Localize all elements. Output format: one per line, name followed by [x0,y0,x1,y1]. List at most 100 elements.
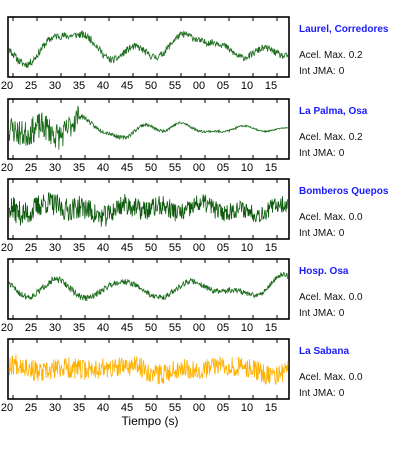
plot-frame [7,98,290,160]
jma-intensity-value: 0 [338,308,345,319]
x-tick-label: 00 [193,80,205,92]
x-tick-label: 45 [121,162,133,174]
x-tick-label: 50 [145,402,157,414]
x-tick-label: 10 [241,80,253,92]
jma-intensity-value: 0 [338,388,345,399]
x-tick-label: 40 [97,242,109,254]
x-tick-label: 10 [241,162,253,174]
jma-intensity: Int JMA: 0 [299,228,347,239]
max-acceleration: Acel. Max. 0.0 [299,292,366,303]
plot-frame [7,178,290,240]
plot-frame [7,258,290,320]
x-tick-label: 05 [217,80,229,92]
x-tick-label: 25 [25,402,37,414]
plot-frame [7,338,290,400]
station-name: La Sabana [299,346,350,357]
station-name: Hosp. Osa [299,266,349,277]
x-tick-label: 00 [193,322,205,334]
x-axis-label: Tiempo (s) [121,414,179,428]
x-tick-label: 25 [25,162,37,174]
jma-intensity: Int JMA: 0 [299,66,347,77]
x-tick-label: 55 [169,322,181,334]
x-tick-label: 45 [121,80,133,92]
x-tick-label: 50 [145,242,157,254]
jma-intensity: Int JMA: 0 [299,148,347,159]
max-acceleration: Acel. Max. 0.2 [299,50,366,61]
x-tick-label: 05 [217,242,229,254]
station-name: Bomberos Quepos [299,186,389,197]
max-acceleration: Acel. Max. 0.0 [299,212,366,223]
max-acceleration-value: 0.0 [348,292,363,303]
jma-intensity-label: Int JMA: [299,388,336,399]
jma-intensity-label: Int JMA: [299,148,336,159]
x-tick-label: 35 [73,322,85,334]
x-tick-label: 35 [73,80,85,92]
jma-intensity-label: Int JMA: [299,228,336,239]
x-tick-label: 50 [145,162,157,174]
max-acceleration-label: Acel. Max. [299,292,346,303]
max-acceleration-value: 0.2 [348,50,363,61]
max-acceleration-label: Acel. Max. [299,372,346,383]
x-tick-label: 20 [1,162,13,174]
x-tick-label: 20 [1,80,13,92]
x-tick-label: 50 [145,80,157,92]
seismogram-panel: 20 25 30 35 40 45 50 55 00 05 10 15 Hosp. Osa Acel. M… [0,258,410,338]
x-tick-label: 15 [265,402,277,414]
x-tick-label: 45 [121,402,133,414]
jma-intensity-value: 0 [338,228,345,239]
x-tick-label: 15 [265,80,277,92]
jma-intensity-value: 0 [338,148,345,159]
x-tick-label: 45 [121,322,133,334]
max-acceleration-value: 0.2 [348,132,363,143]
x-tick-label: 35 [73,402,85,414]
x-tick-label: 40 [97,402,109,414]
max-acceleration-label: Acel. Max. [299,132,346,143]
seismogram-plot: 20 25 30 35 40 45 50 55 00 05 10 15 [1,16,290,92]
x-tick-label: 35 [73,162,85,174]
x-tick-label: 30 [49,322,61,334]
max-acceleration-label: Acel. Max. [299,50,346,61]
station-name: La Palma, Osa [299,106,368,117]
x-tick-label: 05 [217,322,229,334]
x-tick-label: 25 [25,80,37,92]
x-tick-label: 20 [1,242,13,254]
seismogram-plot: 20 25 30 35 40 45 50 55 00 05 10 15 [1,98,290,174]
max-acceleration: Acel. Max. 0.0 [299,372,366,383]
seismogram-plot: 20 25 30 35 40 45 50 55 00 05 10 15 [1,338,290,414]
x-tick-label: 55 [169,402,181,414]
x-tick-label: 40 [97,322,109,334]
x-tick-label: 10 [241,322,253,334]
jma-intensity-label: Int JMA: [299,308,336,319]
x-tick-label: 05 [217,162,229,174]
waveform-series [8,105,289,150]
x-tick-label: 55 [169,162,181,174]
x-tick-label: 40 [97,80,109,92]
max-acceleration: Acel. Max. 0.2 [299,132,366,143]
x-tick-label: 05 [217,402,229,414]
seismogram-panel: 20 25 30 35 40 45 50 55 00 05 10 15 La Palma, Osa Ace… [0,98,410,178]
jma-intensity: Int JMA: 0 [299,388,347,399]
x-tick-label: 15 [265,322,277,334]
waveform-series [8,29,289,69]
x-tick-label: 15 [265,162,277,174]
x-tick-label: 25 [25,322,37,334]
x-tick-label: 25 [25,242,37,254]
seismogram-panel: 20 25 30 35 40 45 50 55 00 05 10 15 Laurel, Corredor… [0,16,410,96]
seismogram-panel: 20 25 30 35 40 45 50 55 00 05 10 15 Bomberos Quepos A… [0,178,410,258]
x-tick-label: 40 [97,162,109,174]
jma-intensity-value: 0 [338,66,345,77]
seismogram-plot: 20 25 30 35 40 45 50 55 00 05 10 15 [1,258,290,334]
x-tick-label: 00 [193,402,205,414]
x-tick-label: 20 [1,402,13,414]
max-acceleration-value: 0.0 [348,212,363,223]
x-tick-label: 35 [73,242,85,254]
plot-frame [7,16,290,78]
max-acceleration-value: 0.0 [348,372,363,383]
x-tick-label: 30 [49,80,61,92]
x-tick-label: 10 [241,402,253,414]
x-tick-label: 30 [49,162,61,174]
seismogram-panel: 20 25 30 35 40 45 50 55 00 05 10 15 La Sabana Acel. M… [0,338,410,418]
x-tick-label: 10 [241,242,253,254]
waveform-series [8,354,289,386]
